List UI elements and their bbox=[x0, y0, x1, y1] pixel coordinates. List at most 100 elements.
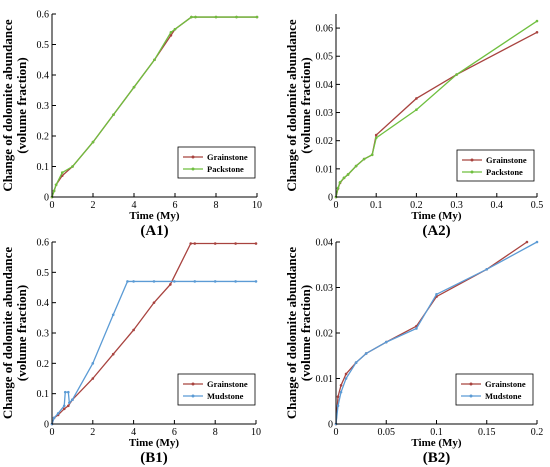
y-tick-label: 0.6 bbox=[37, 238, 50, 249]
y-tick-label: 0.1 bbox=[37, 162, 50, 173]
data-point bbox=[525, 240, 529, 244]
x-tick-label: 10 bbox=[251, 427, 261, 438]
legend: Grainstone Mudstone bbox=[177, 373, 256, 406]
data-point bbox=[132, 85, 136, 89]
y-tick-label: 0 bbox=[328, 193, 333, 204]
chart-panel-2: 0 0.1 0.2 0.3 0.4 0.5 0 0.01 0.02 0.03 0.04 0.05 0.0… bbox=[284, 14, 543, 239]
data-point bbox=[339, 390, 343, 394]
legend-marker bbox=[469, 394, 473, 398]
data-point bbox=[214, 15, 218, 19]
panel-label: (A1) bbox=[140, 223, 168, 239]
data-point bbox=[254, 242, 258, 245]
data-point bbox=[190, 15, 193, 19]
x-tick-label: 0.15 bbox=[478, 427, 496, 438]
chart-panel-1: 0 2 4 6 8 10 0 0.1 0.2 0.3 0.4 0.5 0.6 Time (My)(A1) C… bbox=[0, 10, 262, 240]
x-tick-label: 0.1 bbox=[430, 427, 443, 438]
data-point bbox=[189, 242, 193, 245]
data-point bbox=[132, 280, 135, 283]
y-tick-label: 0.03 bbox=[316, 283, 334, 294]
y-tick-label: 0.01 bbox=[316, 374, 334, 385]
legend-label: Packstone bbox=[486, 167, 523, 177]
data-point bbox=[415, 108, 418, 112]
y-tick-label: 0.02 bbox=[316, 136, 334, 147]
data-point bbox=[336, 186, 340, 190]
data-point bbox=[62, 404, 66, 408]
data-point bbox=[354, 361, 358, 364]
y-axis-label: Change of dolomite abundance bbox=[0, 19, 15, 191]
legend-label: Mudstone bbox=[207, 391, 244, 401]
x-tick-label: 8 bbox=[214, 200, 219, 211]
y-tick-label: 0 bbox=[44, 420, 49, 431]
y-tick-label: 0.03 bbox=[316, 108, 334, 119]
data-point bbox=[54, 183, 58, 187]
data-point bbox=[169, 283, 172, 286]
y-tick-label: 0.3 bbox=[37, 329, 50, 340]
data-point bbox=[153, 58, 156, 62]
data-point bbox=[194, 15, 197, 19]
data-point bbox=[52, 416, 56, 420]
data-point bbox=[535, 31, 539, 34]
y-axis-label-units: (volume fraction) bbox=[14, 285, 29, 381]
legend-marker bbox=[470, 170, 474, 174]
x-tick-label: 2 bbox=[90, 427, 95, 438]
x-tick-label: 0.2 bbox=[531, 427, 544, 438]
x-tick-label: 4 bbox=[132, 200, 137, 211]
x-tick-label: 8 bbox=[213, 427, 218, 438]
legend-label: Packstone bbox=[207, 164, 244, 174]
y-tick-label: 0.05 bbox=[316, 52, 334, 63]
data-point bbox=[52, 189, 56, 193]
x-tick-label: 0.05 bbox=[378, 427, 396, 438]
legend-label: Grainstone bbox=[207, 379, 248, 389]
legend-box bbox=[177, 373, 256, 406]
x-tick-label: 0.1 bbox=[370, 200, 383, 211]
data-point bbox=[346, 173, 350, 176]
x-tick-label: 0 bbox=[334, 427, 339, 438]
data-point bbox=[67, 390, 70, 394]
legend: Grainstone Mudstone bbox=[455, 373, 534, 406]
data-point bbox=[235, 15, 238, 19]
data-point bbox=[535, 240, 539, 244]
data-point bbox=[354, 164, 358, 168]
data-point bbox=[344, 372, 348, 376]
data-point bbox=[132, 328, 135, 332]
y-tick-label: 0 bbox=[328, 420, 333, 431]
x-tick-label: 0 bbox=[50, 427, 55, 438]
y-tick-label: 0.2 bbox=[37, 359, 50, 370]
y-tick-label: 0.1 bbox=[37, 389, 50, 400]
data-point bbox=[344, 377, 348, 380]
legend-marker bbox=[191, 394, 195, 398]
data-point bbox=[112, 113, 115, 116]
data-point bbox=[435, 293, 438, 296]
data-point bbox=[336, 404, 340, 408]
x-tick-label: 10 bbox=[252, 200, 262, 211]
y-axis-label: Change of dolomite abundance bbox=[284, 19, 299, 191]
x-tick-label: 6 bbox=[172, 427, 177, 438]
panel-label: (B1) bbox=[140, 450, 168, 466]
y-axis-label-units: (volume fraction) bbox=[298, 285, 313, 381]
series-line-packstone bbox=[52, 16, 257, 197]
data-point bbox=[152, 301, 156, 304]
chart-panel-4: 0 0.05 0.1 0.15 0.2 0 0.01 0.02 0.03 0.04 Time (My… bbox=[284, 238, 543, 467]
data-point bbox=[364, 352, 368, 355]
legend-label: Grainstone bbox=[485, 379, 526, 389]
legend-label: Grainstone bbox=[207, 152, 248, 162]
data-point bbox=[193, 280, 197, 283]
data-point bbox=[415, 327, 418, 330]
data-point bbox=[71, 165, 74, 168]
y-tick-label: 0.04 bbox=[316, 80, 334, 91]
data-point bbox=[111, 313, 115, 317]
legend-marker bbox=[470, 158, 474, 162]
y-axis-label-units: (volume fraction) bbox=[298, 57, 313, 153]
y-tick-label: 0.06 bbox=[316, 24, 334, 35]
data-point bbox=[415, 97, 418, 100]
data-point bbox=[91, 362, 95, 365]
y-tick-label: 0.04 bbox=[316, 238, 334, 249]
chart-panel-3: 0 2 4 6 8 10 0 0.1 0.2 0.3 0.4 0.5 0.6 Time (My)(B1) C… bbox=[0, 238, 261, 467]
legend-marker bbox=[469, 382, 473, 386]
data-point bbox=[60, 171, 64, 174]
x-tick-label: 0.4 bbox=[491, 200, 504, 211]
legend: Grainstone Packstone bbox=[456, 149, 535, 182]
data-point bbox=[254, 280, 258, 283]
legend-label: Grainstone bbox=[486, 155, 527, 165]
